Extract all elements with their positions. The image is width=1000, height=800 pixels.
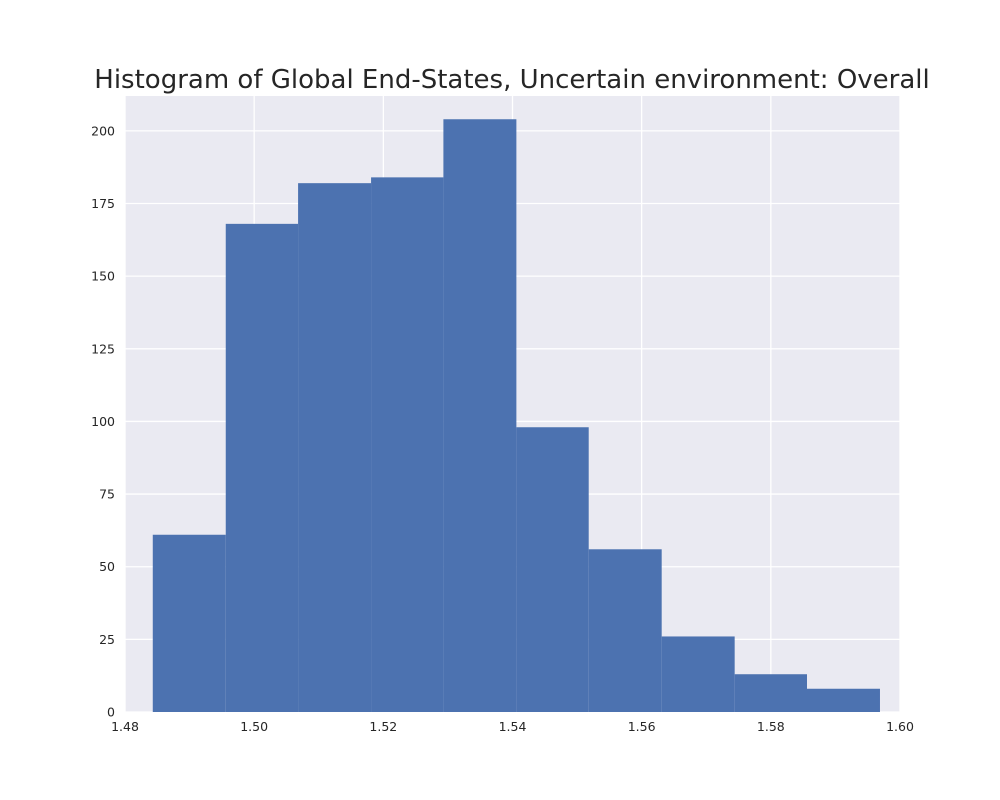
x-axis-ticks: 1.48 1.50 1.52 1.54 1.56 1.58 1.60 [111,719,914,734]
histogram-bar [516,427,589,712]
y-tick-label: 125 [91,341,115,356]
x-tick-label: 1.54 [499,719,527,734]
y-axis-ticks: 0 25 50 75 100 125 150 175 200 [91,123,115,719]
y-tick-label: 150 [91,269,115,284]
histogram-bar [443,119,517,712]
y-tick-label: 50 [99,559,115,574]
histogram-bar [225,223,299,712]
x-tick-label: 1.50 [240,719,268,734]
y-tick-label: 25 [99,632,115,647]
x-tick-label: 1.60 [886,719,914,734]
chart-title: Histogram of Global End-States, Uncertai… [94,65,929,95]
histogram-bar [588,549,662,712]
x-tick-label: 1.48 [111,719,139,734]
histogram-bar [661,636,735,712]
histogram-bars [152,119,880,713]
y-tick-label: 175 [91,196,115,211]
histogram-bar [298,183,372,713]
x-tick-label: 1.56 [628,719,656,734]
y-tick-label: 75 [99,487,115,502]
y-tick-label: 200 [91,123,115,138]
histogram-bar [152,534,226,712]
y-tick-label: 0 [107,705,115,720]
x-tick-label: 1.52 [369,719,397,734]
histogram-bar [371,177,444,712]
histogram-bar [734,674,807,712]
x-tick-label: 1.58 [757,719,785,734]
y-tick-label: 100 [91,414,115,429]
histogram-bar [807,688,880,712]
